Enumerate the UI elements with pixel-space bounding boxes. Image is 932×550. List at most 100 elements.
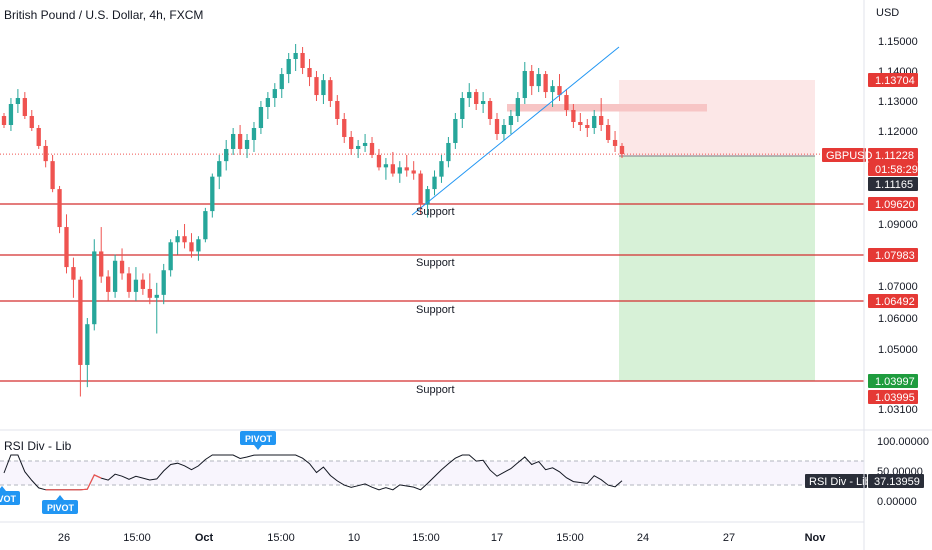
candle-body bbox=[119, 260, 125, 274]
candle bbox=[592, 110, 597, 134]
candle-body bbox=[515, 98, 520, 116]
candle bbox=[237, 125, 243, 155]
candle bbox=[369, 136, 375, 159]
price-axis: 1.150001.140001.130001.120001.090001.070… bbox=[0, 36, 932, 431]
candle bbox=[43, 139, 48, 168]
candle-body bbox=[349, 136, 354, 149]
candle bbox=[432, 170, 437, 196]
candle bbox=[536, 68, 541, 93]
candle bbox=[501, 119, 507, 140]
candle-body bbox=[182, 236, 187, 243]
price-tick: 1.07000 bbox=[878, 281, 918, 293]
candle bbox=[182, 224, 187, 249]
price-tag: 1.13704 bbox=[868, 73, 918, 87]
candle bbox=[321, 74, 326, 104]
candle bbox=[251, 122, 257, 152]
time-tick: 15:00 bbox=[123, 532, 151, 544]
candle-body bbox=[92, 251, 97, 325]
price-tick: 1.06000 bbox=[878, 313, 918, 325]
candle-body bbox=[106, 276, 111, 292]
candle-body bbox=[210, 176, 215, 212]
symbol-badge: GBPUSD bbox=[822, 148, 873, 162]
price-tag-text: 1.09620 bbox=[875, 199, 915, 211]
price-tick: 1.12000 bbox=[878, 126, 918, 138]
candle bbox=[1, 113, 7, 128]
candle-body bbox=[15, 98, 21, 104]
candle bbox=[550, 80, 555, 107]
price-tick: 1.09000 bbox=[878, 219, 918, 231]
candle bbox=[314, 71, 319, 101]
candle bbox=[571, 104, 576, 128]
trendline-layer bbox=[411, 46, 620, 216]
pivot-text: PIVOT bbox=[245, 434, 273, 444]
candle-body bbox=[258, 107, 264, 128]
price-tag-text: 1.07983 bbox=[875, 250, 915, 262]
candle-body bbox=[383, 164, 389, 168]
candle-body bbox=[564, 95, 569, 110]
candle-body bbox=[474, 92, 479, 104]
candle-body bbox=[585, 125, 590, 128]
candle bbox=[147, 273, 152, 305]
candle bbox=[446, 136, 451, 168]
candle bbox=[15, 89, 21, 113]
candle bbox=[210, 173, 215, 218]
candle-body bbox=[376, 154, 382, 168]
candle bbox=[203, 207, 208, 243]
price-tag-bg bbox=[868, 390, 918, 404]
candle bbox=[342, 113, 347, 143]
candle bbox=[175, 230, 180, 255]
pivot-label: PIVOT bbox=[0, 486, 20, 505]
candle bbox=[258, 101, 264, 134]
candle-body bbox=[314, 77, 319, 96]
candle-body bbox=[536, 74, 541, 87]
candle bbox=[362, 133, 368, 152]
candle-body bbox=[43, 145, 48, 162]
price-tag-bg bbox=[868, 73, 918, 87]
candlestick-series bbox=[1, 44, 625, 397]
candle bbox=[106, 270, 111, 301]
candle-body bbox=[439, 161, 444, 177]
candle bbox=[57, 185, 62, 234]
pivot-pointer bbox=[254, 445, 262, 450]
candle bbox=[64, 214, 69, 274]
candle bbox=[71, 257, 76, 298]
candle-body bbox=[355, 145, 361, 149]
currency-label: USD bbox=[876, 7, 900, 19]
candle bbox=[133, 267, 139, 301]
candle-body bbox=[140, 279, 146, 289]
pivot-bg bbox=[0, 491, 20, 505]
candle bbox=[467, 83, 472, 107]
candle-body bbox=[217, 161, 222, 177]
pivot-pointer bbox=[0, 486, 6, 491]
pivot-text: PIVOT bbox=[0, 494, 17, 504]
candle bbox=[29, 110, 34, 131]
candle-body bbox=[480, 101, 486, 104]
candle-body bbox=[293, 53, 298, 59]
candle-body bbox=[501, 125, 507, 134]
candle-body bbox=[328, 80, 333, 101]
candle bbox=[230, 128, 236, 155]
candle bbox=[474, 89, 479, 110]
price-tag-text: 1.03997 bbox=[875, 376, 915, 388]
candle-body bbox=[453, 119, 458, 143]
candle bbox=[460, 92, 465, 128]
candle bbox=[522, 62, 527, 104]
candle bbox=[404, 154, 409, 177]
candle bbox=[564, 89, 569, 116]
price-tag: 1.07983 bbox=[868, 248, 918, 262]
price-tag-bg bbox=[868, 294, 918, 308]
price-tag-text: 1.06492 bbox=[875, 296, 915, 308]
candle-body bbox=[397, 167, 402, 174]
symbol-badge-text: GBPUSD bbox=[826, 150, 873, 162]
candle-body bbox=[147, 288, 152, 298]
candle-body bbox=[36, 128, 41, 146]
price-tag: 01:58:29 bbox=[868, 162, 918, 176]
price-tag: 1.06492 bbox=[868, 294, 918, 308]
candle-body bbox=[543, 74, 548, 93]
candle-body bbox=[362, 142, 368, 146]
price-tag-text: 01:58:29 bbox=[875, 164, 918, 176]
trendline bbox=[411, 46, 620, 216]
candle bbox=[85, 318, 90, 388]
candle bbox=[383, 158, 389, 180]
